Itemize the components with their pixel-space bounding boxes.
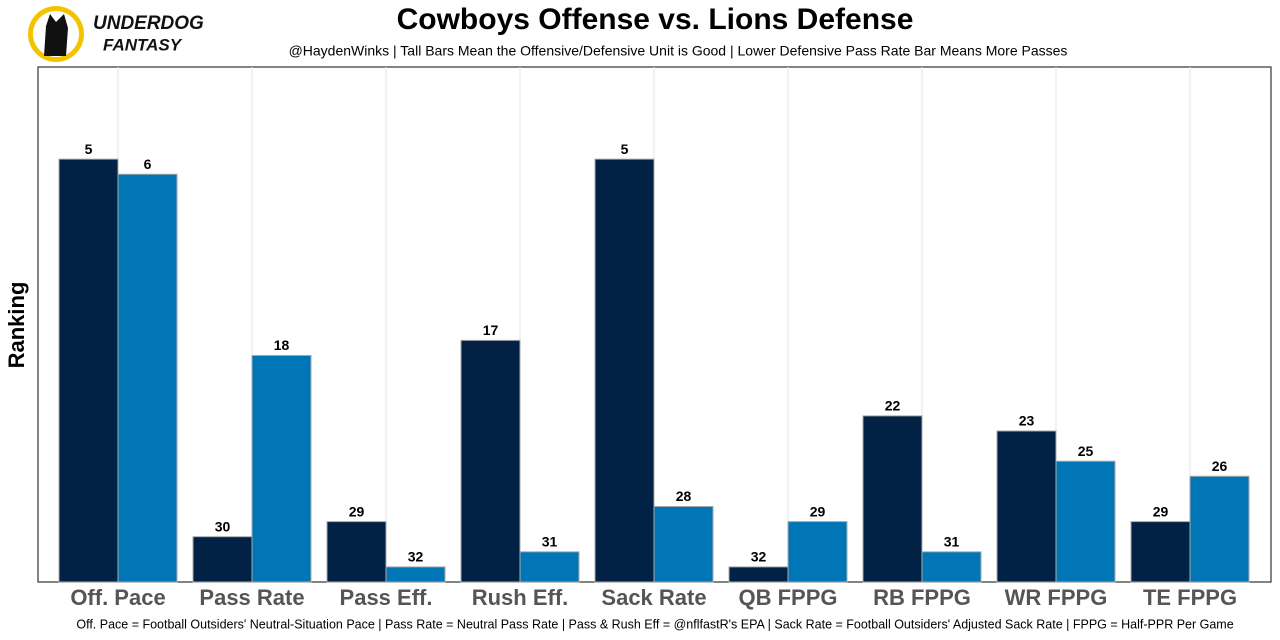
bar xyxy=(921,551,982,583)
x-tick-label: Off. Pace xyxy=(70,585,165,610)
data-label: 17 xyxy=(483,322,499,338)
x-tick-label: RB FPPG xyxy=(873,585,971,610)
x-tick-label: WR FPPG xyxy=(1005,585,1108,610)
bar xyxy=(58,158,119,583)
data-label: 29 xyxy=(1153,503,1169,519)
x-tick-label: Pass Rate xyxy=(199,585,304,610)
bar xyxy=(787,521,848,583)
data-label: 29 xyxy=(349,503,365,519)
caption: Off. Pace = Football Outsiders' Neutral-… xyxy=(76,617,1233,631)
bar xyxy=(1189,475,1250,583)
logo-text: UNDERDOG xyxy=(93,13,204,34)
data-label: 5 xyxy=(621,141,629,157)
logo-text: FANTASY xyxy=(103,35,183,54)
bar xyxy=(653,505,714,583)
data-label: 31 xyxy=(542,533,558,549)
bar xyxy=(251,354,312,583)
data-label: 32 xyxy=(751,549,767,565)
bar xyxy=(1055,460,1116,583)
bar xyxy=(117,173,178,583)
data-label: 31 xyxy=(944,533,960,549)
data-label: 23 xyxy=(1019,413,1035,429)
chart-title: Cowboys Offense vs. Lions Defense xyxy=(397,3,914,36)
data-label: 22 xyxy=(885,398,901,414)
bar xyxy=(385,566,446,583)
bar xyxy=(460,339,521,583)
data-label: 28 xyxy=(676,488,692,504)
y-axis-label: Ranking xyxy=(4,282,29,369)
data-label: 5 xyxy=(85,141,93,157)
bar xyxy=(192,536,253,583)
logo-dog xyxy=(44,14,68,56)
bar xyxy=(519,551,580,583)
bar xyxy=(996,430,1057,583)
data-label: 25 xyxy=(1078,443,1094,459)
bar xyxy=(862,415,923,583)
data-label: 26 xyxy=(1212,458,1228,474)
data-label: 18 xyxy=(274,337,290,353)
x-tick-label: Sack Rate xyxy=(601,585,706,610)
x-tick-label: Rush Eff. xyxy=(472,585,569,610)
bar xyxy=(326,521,387,583)
x-tick-label: QB FPPG xyxy=(738,585,837,610)
bar xyxy=(1130,521,1191,583)
data-label: 30 xyxy=(215,518,231,534)
x-tick-label: TE FPPG xyxy=(1143,585,1237,610)
bar xyxy=(728,566,789,583)
logo: UNDERDOG FANTASY xyxy=(28,6,204,62)
data-label: 6 xyxy=(144,156,152,172)
data-label: 32 xyxy=(408,549,424,565)
x-tick-label: Pass Eff. xyxy=(340,585,433,610)
chart-subtitle: @HaydenWinks | Tall Bars Mean the Offens… xyxy=(289,43,1068,59)
data-label: 29 xyxy=(810,503,826,519)
bar xyxy=(594,158,655,583)
